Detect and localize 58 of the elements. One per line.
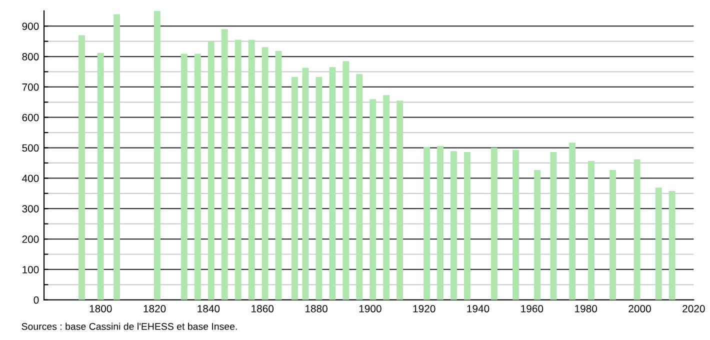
bar — [234, 40, 242, 300]
x-tick-label: 1820 — [144, 305, 166, 312]
bar — [291, 76, 298, 300]
bar — [262, 47, 268, 300]
bar — [329, 67, 336, 300]
x-tick-label: 1840 — [198, 305, 220, 312]
bar — [356, 74, 363, 300]
bar — [668, 190, 676, 300]
y-tick-label: 500 — [22, 144, 39, 152]
x-tick-label: 1960 — [521, 305, 544, 312]
bar — [114, 14, 120, 300]
bar — [450, 151, 457, 300]
bar — [437, 146, 444, 300]
y-tick-label: 800 — [22, 53, 39, 60]
y-tick-label: 700 — [22, 83, 39, 91]
bar — [370, 99, 376, 300]
bar — [588, 160, 594, 300]
x-tick-label: 1860 — [252, 305, 274, 312]
bar — [464, 152, 470, 300]
bar — [569, 142, 576, 300]
x-tick-label: 1800 — [90, 305, 112, 312]
bar — [194, 54, 201, 300]
bar — [490, 148, 498, 300]
y-tick-label: 0 — [34, 296, 39, 304]
bar — [424, 146, 430, 300]
y-tick-label: 600 — [22, 114, 39, 122]
bar — [208, 41, 214, 300]
x-tick-label: 1980 — [575, 305, 598, 312]
bar — [316, 76, 322, 300]
bar — [396, 100, 404, 300]
bar — [97, 52, 104, 300]
bar — [154, 10, 160, 300]
y-tick-label: 300 — [22, 205, 39, 212]
bar — [342, 61, 350, 300]
y-tick-label: 400 — [22, 174, 39, 182]
x-tick-label: 1920 — [413, 305, 436, 312]
x-tick-label: 2020 — [682, 305, 705, 312]
bar — [180, 54, 188, 300]
bar — [534, 170, 541, 300]
bar — [248, 40, 255, 300]
bar — [550, 152, 557, 300]
bar — [221, 29, 228, 300]
bar — [610, 170, 616, 300]
bar — [383, 95, 390, 300]
x-tick-label: 1880 — [305, 305, 328, 312]
bar — [512, 150, 519, 300]
y-tick-label: 200 — [22, 236, 39, 243]
y-tick-label: 100 — [22, 266, 39, 274]
bar — [655, 188, 662, 300]
source-note: Sources : base Cassini de l'EHESS et base Insee. — [22, 322, 237, 330]
y-tick-label: 900 — [22, 22, 39, 30]
x-tick-label: 1940 — [467, 305, 490, 312]
bar — [78, 35, 85, 300]
bar — [275, 51, 282, 300]
bar — [302, 68, 309, 300]
x-tick-label: 1900 — [359, 305, 382, 312]
bar — [634, 159, 640, 300]
x-tick-label: 2000 — [628, 305, 651, 312]
